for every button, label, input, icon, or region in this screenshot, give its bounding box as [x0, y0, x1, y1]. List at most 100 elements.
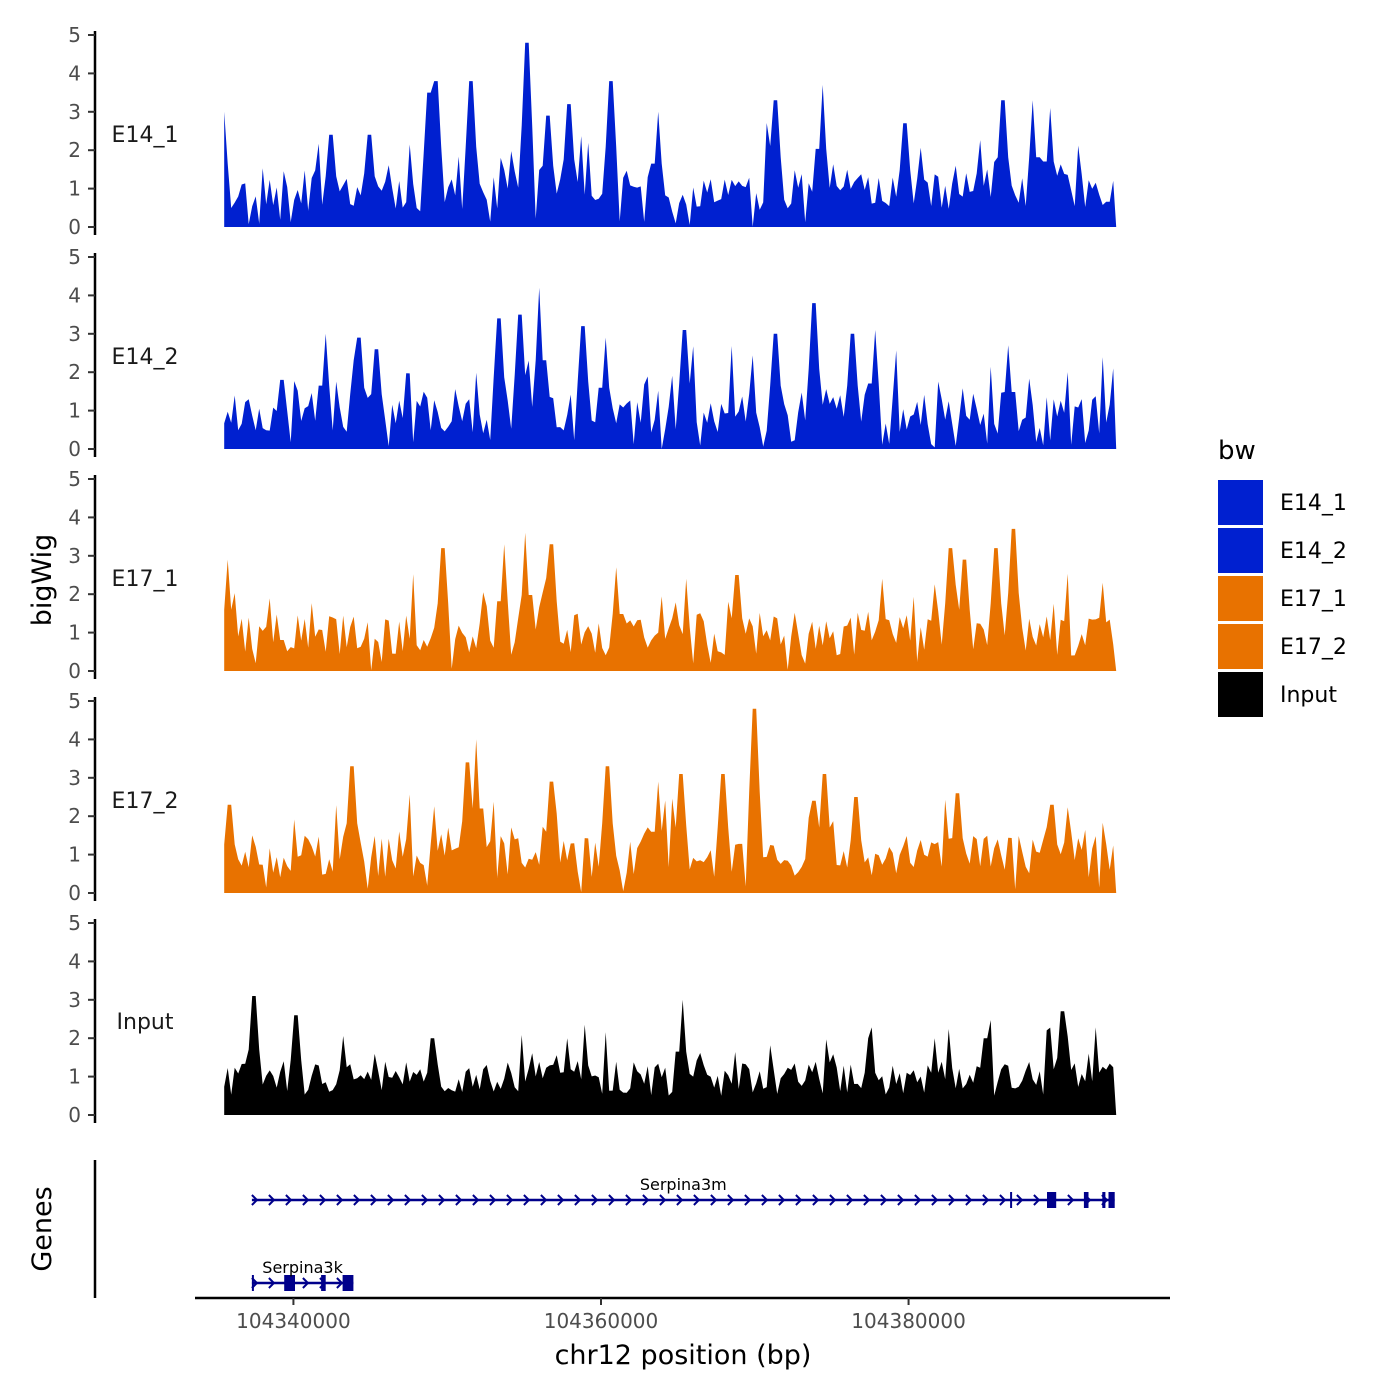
strand-arrow: [574, 1194, 582, 1206]
exon: [1047, 1192, 1057, 1208]
legend-item: Input: [1218, 672, 1337, 717]
gene-label: Serpina3m: [640, 1175, 727, 1194]
strand-arrow: [523, 1194, 531, 1206]
strand-arrow: [489, 1194, 497, 1206]
strand-arrow: [795, 1194, 803, 1206]
strand-arrow: [863, 1194, 871, 1206]
y-tick-label: 0: [68, 1103, 81, 1127]
y-tick-label: 4: [68, 505, 81, 529]
exon: [1083, 1192, 1089, 1208]
track-E14_2: 0 1 2 3 4 5 E14_2: [68, 245, 1117, 461]
legend-item: E14_1: [1218, 480, 1347, 525]
strand-arrow: [268, 1277, 276, 1289]
legend-swatch: [1218, 624, 1263, 669]
coverage-area: [224, 287, 1117, 449]
y-tick-label: 5: [68, 689, 81, 713]
strand-arrow: [1067, 1194, 1075, 1206]
strand-arrow: [540, 1194, 548, 1206]
y-tick-label: 2: [68, 360, 81, 384]
y-tick-label: 0: [68, 881, 81, 905]
strand-arrow: [778, 1194, 786, 1206]
strand-arrow: [336, 1277, 344, 1289]
strand-arrow: [846, 1194, 854, 1206]
track-E17_2: 0 1 2 3 4 5 E17_2: [68, 689, 1117, 905]
strand-arrow: [693, 1194, 701, 1206]
exon: [1108, 1192, 1115, 1208]
y-tick-label: 2: [68, 582, 81, 606]
legend-label: E14_2: [1280, 539, 1347, 564]
strand-arrow: [251, 1194, 259, 1206]
exon: [1010, 1192, 1013, 1208]
strand-arrow: [710, 1194, 718, 1206]
strand-arrow: [931, 1194, 939, 1206]
legend-swatch: [1218, 576, 1263, 621]
y-tick-label: 4: [68, 949, 81, 973]
x-tick-label: 104380000: [851, 1309, 966, 1333]
y-tick-label: 0: [68, 659, 81, 683]
strand-arrow: [319, 1194, 327, 1206]
strand-arrow: [353, 1194, 361, 1206]
y-tick-label: 0: [68, 437, 81, 461]
y-tick-label: 1: [68, 621, 81, 645]
strand-arrow: [1033, 1194, 1041, 1206]
genes-panel: Genes Serpina3m Serpina3k: [27, 1160, 1115, 1298]
y-axis-title: bigWig: [27, 534, 58, 627]
strand-arrow: [812, 1194, 820, 1206]
legend-label: E14_1: [1280, 491, 1347, 516]
strand-arrow: [472, 1194, 480, 1206]
coverage-area: [224, 996, 1117, 1115]
track-E17_1: 0 1 2 3 4 5 E17_1: [68, 467, 1117, 683]
strand-arrow: [727, 1194, 735, 1206]
y-tick-label: 0: [68, 215, 81, 239]
y-tick-label: 4: [68, 61, 81, 85]
y-tick-label: 3: [68, 988, 81, 1012]
genes-label: Genes: [27, 1186, 58, 1271]
coverage-area: [224, 528, 1117, 671]
strand-arrow: [557, 1194, 565, 1206]
y-tick-label: 2: [68, 138, 81, 162]
coverage-area: [224, 708, 1117, 893]
exon: [1102, 1192, 1106, 1208]
y-tick-label: 1: [68, 1065, 81, 1089]
y-tick-label: 3: [68, 322, 81, 346]
legend-label: Input: [1280, 683, 1337, 708]
strand-arrow: [965, 1194, 973, 1206]
track-Input: 0 1 2 3 4 5 Input: [68, 911, 1117, 1127]
strand-arrow: [387, 1194, 395, 1206]
strand-arrow: [591, 1194, 599, 1206]
strand-arrow: [829, 1194, 837, 1206]
gene-Serpina3k: Serpina3k: [251, 1258, 354, 1291]
strand-arrow: [302, 1277, 310, 1289]
track-label: E17_1: [112, 567, 179, 592]
strand-arrow: [659, 1194, 667, 1206]
track-label: E14_1: [112, 123, 179, 148]
strand-arrow: [914, 1194, 922, 1206]
legend-item: E14_2: [1218, 528, 1347, 573]
strand-arrow: [285, 1194, 293, 1206]
legend-swatch: [1218, 480, 1263, 525]
strand-arrow: [642, 1194, 650, 1206]
strand-arrow: [999, 1194, 1007, 1206]
track-label: E17_2: [112, 789, 179, 814]
exon: [251, 1275, 254, 1291]
y-tick-label: 5: [68, 467, 81, 491]
coverage-tracks: 0 1 2 3 4 5 E14_1 0 1 2 3 4 5 E14_2 0 1 2 3 4 5 E17_1 0 1 2 3 4 5 E…: [68, 23, 1117, 1127]
legend-swatch: [1218, 528, 1263, 573]
strand-arrow: [676, 1194, 684, 1206]
exon: [344, 1275, 354, 1291]
strand-arrow: [268, 1194, 276, 1206]
track-label: Input: [117, 1010, 174, 1035]
strand-arrow: [948, 1194, 956, 1206]
strand-arrow: [438, 1194, 446, 1206]
x-tick-label: 104340000: [236, 1309, 351, 1333]
coverage-area: [224, 42, 1117, 228]
legend-item: E17_2: [1218, 624, 1347, 669]
strand-arrow: [1016, 1194, 1024, 1206]
exon: [321, 1275, 326, 1291]
strand-arrow: [880, 1194, 888, 1206]
x-tick-label: 104360000: [544, 1309, 659, 1333]
y-tick-label: 4: [68, 283, 81, 307]
strand-arrow: [506, 1194, 514, 1206]
legend-swatch: [1218, 672, 1263, 717]
